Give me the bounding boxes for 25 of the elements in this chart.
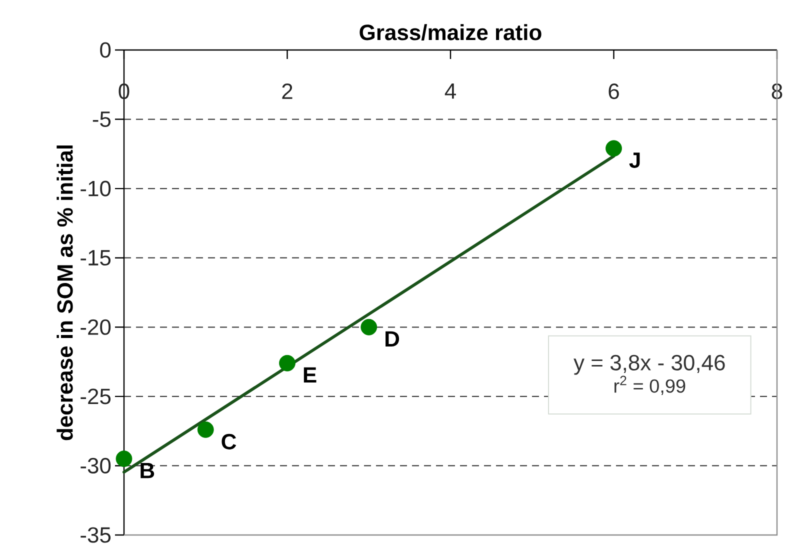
- annotation: B: [140, 462, 154, 478]
- y-tick-label: -25: [80, 388, 111, 404]
- point: [116, 450, 132, 467]
- x-tick-label: 6: [608, 84, 619, 100]
- point: [279, 354, 296, 372]
- y-tick-label: 0: [100, 42, 111, 58]
- annotation: r$^{2}$ = 0,99: [614, 376, 686, 396]
- x-axis-title: Grass/maize ratio: [360, 24, 542, 40]
- annotation: E: [304, 367, 316, 383]
- y-tick-label: -30: [80, 458, 111, 474]
- x-tick-label: 2: [282, 84, 292, 99]
- annotation: J: [629, 152, 640, 168]
- y-tick-label: -20: [80, 319, 111, 335]
- y-tick-label: -10: [80, 180, 111, 196]
- x-tick-label: 4: [444, 84, 456, 99]
- point: [360, 318, 378, 336]
- y-tick-label: -15: [80, 250, 111, 266]
- y-tick-label: -5: [92, 112, 111, 127]
- annotation: y = 3,8x - 30,46: [574, 354, 725, 375]
- y-axis-title: decrease in SOM as % initial: [56, 146, 73, 440]
- point: [606, 140, 622, 157]
- y-tick-label: -35: [80, 527, 111, 543]
- annotation: C: [222, 434, 236, 450]
- annotation: D: [386, 331, 400, 346]
- point: [197, 421, 214, 438]
